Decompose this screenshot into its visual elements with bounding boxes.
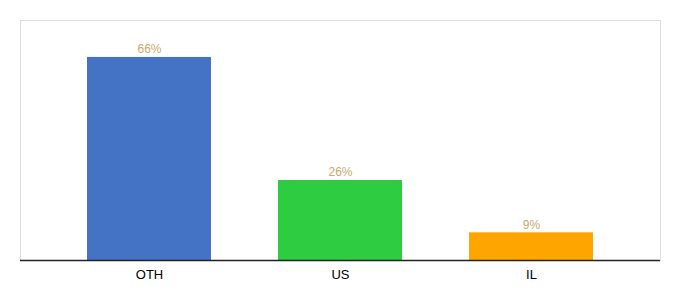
svg-text:OTH: OTH [136,267,163,282]
svg-text:66%: 66% [137,42,161,56]
svg-text:US: US [331,267,349,282]
svg-text:26%: 26% [328,165,352,179]
svg-text:9%: 9% [523,218,541,232]
svg-text:IL: IL [526,267,537,282]
